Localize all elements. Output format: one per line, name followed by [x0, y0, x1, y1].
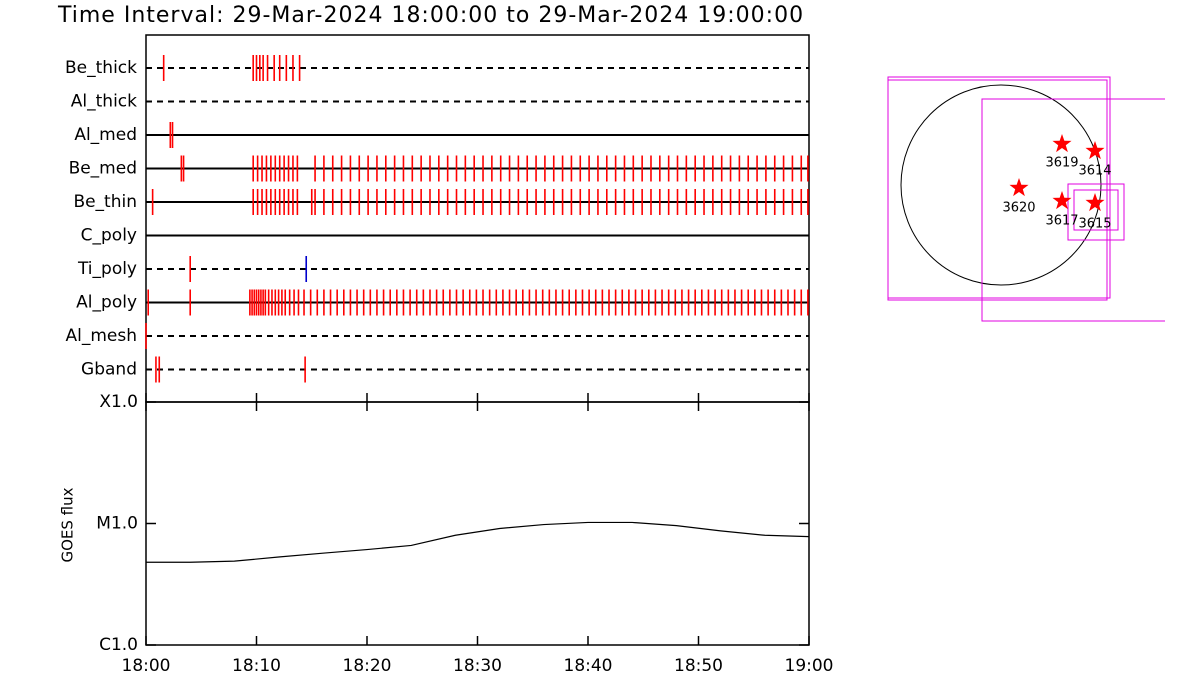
row-label: Al_med	[74, 125, 137, 145]
row-label: Ti_poly	[77, 259, 137, 279]
region-label: 3617	[1045, 214, 1078, 229]
fov-box	[1073, 189, 1119, 231]
x-tick-label: 18:20	[343, 656, 392, 676]
y-tick-label: X1.0	[99, 392, 138, 412]
row-label: C_poly	[81, 226, 137, 246]
y-axis-label: GOES flux	[59, 487, 77, 562]
region-label: 3614	[1078, 164, 1111, 179]
x-tick-label: 18:30	[453, 656, 502, 676]
row-label: Be_thick	[65, 58, 137, 78]
row-label: Al_mesh	[65, 326, 137, 346]
y-tick-label: C1.0	[99, 635, 138, 655]
row-label: Gband	[81, 360, 137, 380]
row-label: Be_thin	[73, 192, 137, 212]
row-label: Be_med	[69, 159, 137, 179]
x-tick-label: 18:50	[674, 656, 723, 676]
region-label: 3619	[1045, 156, 1078, 171]
fov-box	[1067, 183, 1125, 241]
region-marker	[1085, 141, 1105, 160]
row-label: Al_thick	[71, 92, 137, 112]
fov-box	[981, 98, 1165, 322]
fov-box	[887, 76, 1111, 299]
region-marker	[1052, 134, 1072, 153]
sun-map: 3619 3614 3620 3617 3615	[887, 76, 1165, 322]
region-marker	[1052, 191, 1072, 210]
y-tick-label: M1.0	[96, 514, 138, 534]
solar-disk	[900, 84, 1102, 286]
chart-title: Time Interval: 29-Mar-2024 18:00:00 to 2…	[57, 3, 804, 28]
x-tick-label: 18:40	[564, 656, 613, 676]
timeline-frame	[145, 34, 810, 403]
x-tick-label: 19:00	[785, 656, 834, 676]
goes-curve	[146, 521, 810, 563]
region-marker	[1009, 178, 1029, 197]
goes-frame	[145, 401, 810, 646]
x-tick-label: 18:10	[232, 656, 281, 676]
region-marker	[1085, 193, 1105, 212]
region-label: 3620	[1002, 201, 1035, 216]
region-label: 3615	[1078, 217, 1111, 232]
row-label: Al_poly	[76, 293, 137, 313]
x-tick-label: 18:00	[122, 656, 171, 676]
